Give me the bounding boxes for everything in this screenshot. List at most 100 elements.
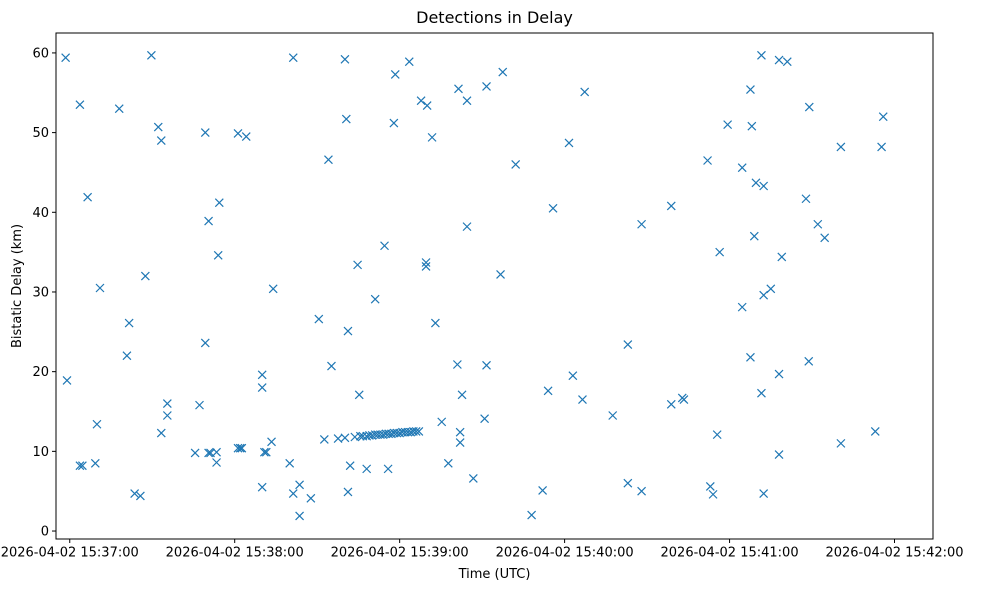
detection-marker bbox=[757, 50, 766, 60]
detection-marker bbox=[538, 485, 548, 495]
detection-marker bbox=[327, 361, 336, 371]
detection-marker bbox=[836, 142, 846, 152]
detection-marker bbox=[679, 395, 689, 404]
detection-marker bbox=[353, 260, 363, 270]
detection-marker bbox=[462, 222, 472, 232]
detection-marker bbox=[340, 433, 350, 443]
detection-marker bbox=[140, 271, 150, 281]
x-tick-label: 2026-04-02 15:42:00 bbox=[825, 546, 963, 561]
detection-marker bbox=[820, 233, 830, 243]
detection-marker bbox=[92, 419, 102, 429]
detection-marker bbox=[61, 53, 71, 63]
detection-marker bbox=[75, 461, 85, 471]
detection-marker bbox=[774, 369, 784, 379]
detection-marker bbox=[511, 160, 521, 169]
detection-marker bbox=[195, 400, 204, 410]
x-tick-label: 2026-04-02 15:41:00 bbox=[661, 546, 799, 561]
detection-marker bbox=[723, 120, 733, 130]
detection-marker bbox=[259, 447, 269, 457]
detection-marker bbox=[235, 443, 245, 453]
detection-marker bbox=[757, 388, 766, 398]
detection-marker bbox=[261, 447, 271, 457]
detection-marker bbox=[813, 219, 823, 229]
chart-title: Detections in Delay bbox=[416, 8, 573, 27]
detection-marker bbox=[637, 486, 647, 496]
detection-marker bbox=[454, 84, 463, 94]
detection-marker bbox=[749, 231, 759, 241]
x-tick-label: 2026-04-02 15:38:00 bbox=[166, 546, 304, 561]
detection-marker bbox=[153, 122, 163, 132]
detection-marker bbox=[527, 510, 537, 520]
detection-marker bbox=[804, 356, 814, 366]
detection-marker bbox=[285, 458, 295, 468]
detection-marker bbox=[751, 178, 761, 188]
detection-marker bbox=[370, 294, 380, 304]
detection-marker bbox=[774, 55, 784, 65]
detection-marker bbox=[480, 414, 490, 424]
y-tick-label: 20 bbox=[32, 365, 49, 380]
detection-marker bbox=[568, 371, 578, 381]
detection-marker bbox=[870, 427, 880, 436]
detection-marker bbox=[135, 491, 145, 501]
detection-marker bbox=[83, 192, 93, 202]
y-tick-label: 40 bbox=[32, 206, 49, 221]
y-tick-label: 10 bbox=[32, 445, 49, 460]
detection-marker bbox=[190, 448, 200, 458]
detection-marker bbox=[782, 57, 792, 67]
y-axis-ticks: 0 10 20 30 40 50 60 bbox=[32, 46, 56, 540]
detection-marker bbox=[383, 464, 393, 474]
detection-marker bbox=[77, 461, 87, 471]
detection-marker bbox=[455, 438, 465, 448]
detection-marker bbox=[343, 326, 353, 336]
detection-marker bbox=[804, 102, 814, 112]
detection-marker bbox=[836, 438, 846, 448]
detection-marker bbox=[268, 284, 278, 294]
detection-marker bbox=[204, 448, 214, 458]
detection-marker bbox=[295, 480, 305, 490]
detection-marker bbox=[124, 318, 134, 328]
detection-marker bbox=[241, 132, 251, 142]
detection-marker bbox=[421, 258, 431, 267]
detection-marker bbox=[623, 478, 633, 488]
plot-frame bbox=[55, 32, 934, 540]
x-axis-ticks: 2026-04-02 15:37:00 2026-04-02 15:38:00 20… bbox=[1, 539, 964, 561]
detection-marker bbox=[468, 474, 478, 483]
detection-marker bbox=[288, 489, 298, 499]
detection-marker bbox=[427, 132, 437, 142]
detection-marker bbox=[746, 352, 755, 362]
detection-marker bbox=[482, 81, 491, 91]
detection-marker bbox=[580, 87, 590, 97]
detection-marker bbox=[156, 428, 166, 438]
detection-marker bbox=[257, 482, 267, 492]
detection-marker bbox=[666, 201, 676, 211]
detection-marker bbox=[437, 417, 447, 427]
detection-marker bbox=[747, 121, 757, 131]
detection-marker bbox=[214, 198, 224, 208]
detection-marker bbox=[746, 85, 755, 95]
detection-marker bbox=[411, 427, 421, 436]
detection-marker bbox=[389, 118, 399, 128]
y-tick-label: 50 bbox=[32, 126, 49, 141]
detection-marker bbox=[288, 53, 298, 63]
detection-marker bbox=[340, 54, 350, 64]
detection-marker bbox=[212, 458, 221, 467]
detection-marker bbox=[608, 411, 618, 420]
detection-marker bbox=[708, 489, 718, 499]
data-points bbox=[61, 50, 888, 521]
detection-marker bbox=[801, 194, 811, 204]
detection-marker bbox=[482, 360, 491, 370]
y-tick-label: 60 bbox=[32, 46, 49, 61]
detection-marker bbox=[162, 411, 172, 420]
detection-marker bbox=[878, 112, 888, 122]
detection-marker bbox=[404, 57, 414, 67]
detection-marker bbox=[759, 181, 769, 191]
detection-marker bbox=[443, 458, 453, 468]
detection-marker bbox=[759, 290, 769, 300]
detection-marker bbox=[343, 487, 353, 497]
detection-marker bbox=[737, 163, 747, 173]
detection-marker bbox=[416, 96, 426, 106]
detection-marker bbox=[548, 203, 558, 213]
detection-marker bbox=[156, 136, 166, 145]
